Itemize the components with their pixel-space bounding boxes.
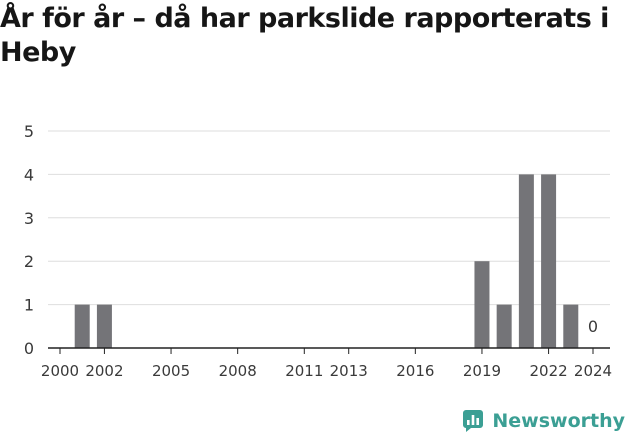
data-label: 0 (588, 317, 598, 336)
x-tick-label: 2016 (396, 362, 434, 380)
gridlines (48, 130, 610, 306)
chart-title: År för år – då har parkslide rapporterat… (0, 3, 609, 68)
brand-name: Newsworthy (492, 410, 625, 432)
y-tick-label: 0 (24, 339, 34, 358)
newsworthy-brand: Newsworthy (461, 409, 625, 433)
annotations: 0 (588, 317, 598, 336)
bar-2021 (518, 174, 534, 348)
x-tick-label: 2002 (85, 362, 123, 380)
y-tick-label: 2 (24, 252, 34, 271)
x-tick-label: 2011 (285, 362, 323, 380)
x-tick-label: 2008 (219, 362, 257, 380)
x-tick-label: 2005 (152, 362, 190, 380)
x-tick-label: 2024 (574, 362, 612, 380)
x-tick-label: 2000 (41, 362, 79, 380)
x-tick-label: 2019 (463, 362, 501, 380)
bar-2022 (541, 174, 557, 348)
bar-2020 (496, 304, 512, 348)
bar-2023 (563, 304, 579, 348)
bar-2019 (474, 261, 490, 348)
y-axis-tick-labels: 0 1 2 3 4 5 (24, 122, 34, 358)
bar-2002 (96, 304, 112, 348)
y-tick-label: 1 (24, 296, 34, 315)
y-tick-label: 4 (24, 165, 34, 184)
x-tick-label: 2022 (529, 362, 567, 380)
x-tick-label: 2013 (330, 362, 368, 380)
y-tick-label: 3 (24, 209, 34, 228)
bars (74, 174, 579, 348)
y-tick-label: 5 (24, 122, 34, 141)
x-axis (48, 347, 610, 354)
x-axis-tick-labels: 2000 2002 2005 2008 2011 2013 2016 2019 2022 2024 (41, 362, 612, 380)
newsworthy-logo-icon (463, 410, 484, 432)
bar-2001 (74, 304, 90, 348)
